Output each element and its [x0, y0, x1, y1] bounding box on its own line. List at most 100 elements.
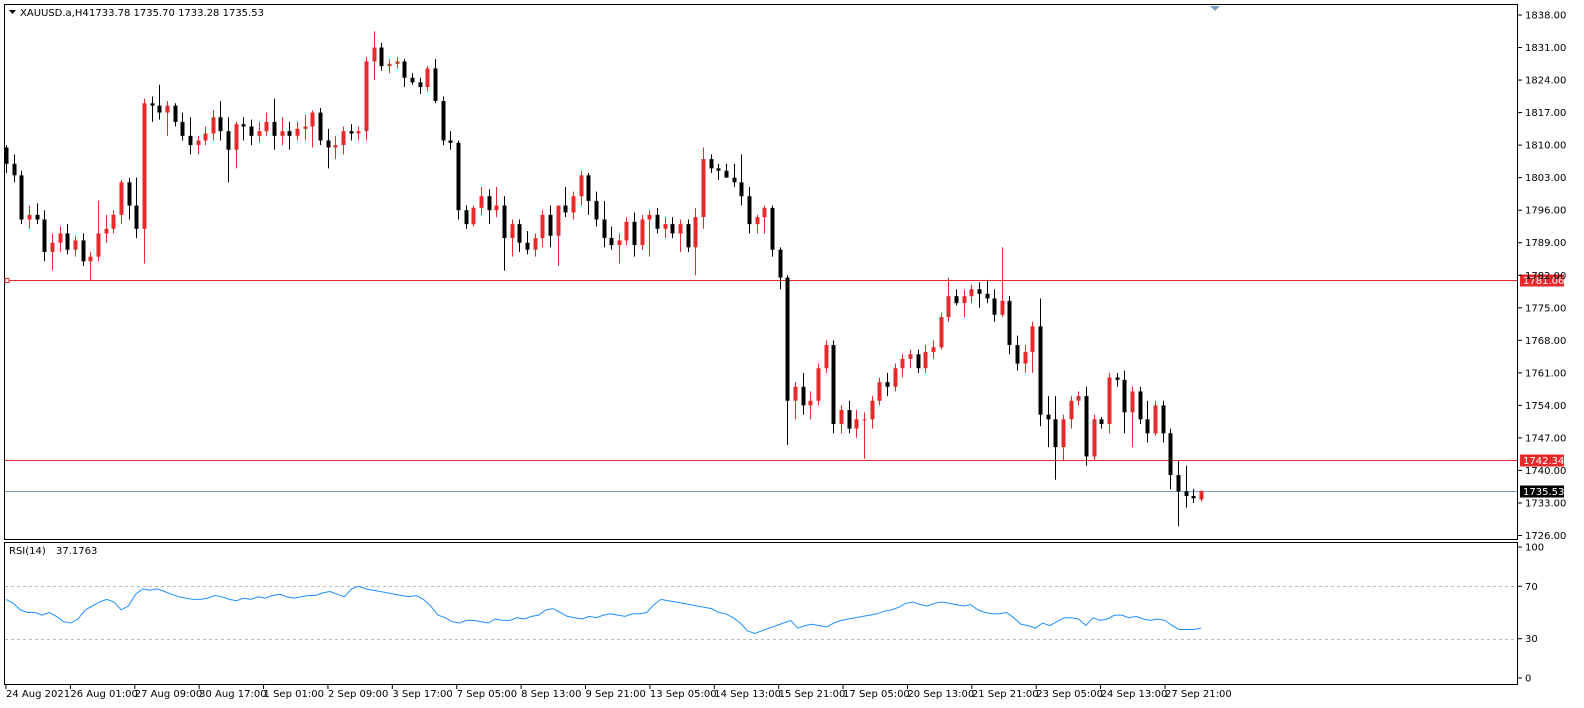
candle[interactable] [939, 312, 944, 350]
candle[interactable] [1122, 370, 1127, 434]
candle[interactable] [1046, 396, 1051, 448]
candle[interactable] [701, 147, 706, 229]
candle[interactable] [287, 121, 292, 150]
candle[interactable] [257, 121, 262, 143]
candle[interactable] [264, 112, 269, 136]
candle[interactable] [946, 277, 951, 322]
candle[interactable] [739, 154, 744, 206]
candle[interactable] [96, 200, 101, 262]
candle[interactable] [670, 217, 675, 239]
candle[interactable] [119, 179, 124, 225]
candle[interactable] [104, 214, 109, 243]
candle[interactable] [1145, 400, 1150, 443]
candle[interactable] [88, 252, 93, 280]
candle[interactable] [624, 217, 629, 246]
candle[interactable] [333, 135, 338, 160]
candle[interactable] [218, 100, 223, 141]
candle[interactable] [42, 210, 47, 262]
candle[interactable] [402, 59, 407, 88]
candle[interactable] [693, 207, 698, 276]
candle[interactable] [985, 279, 990, 304]
candle[interactable] [916, 349, 921, 373]
candle[interactable] [142, 98, 147, 264]
candle[interactable] [893, 363, 898, 392]
candle[interactable] [579, 170, 584, 206]
candle[interactable] [962, 289, 967, 318]
candle[interactable] [762, 205, 767, 234]
candle[interactable] [410, 73, 415, 85]
candle[interactable] [1023, 344, 1028, 373]
rsi-panel[interactable] [4, 542, 1518, 685]
candle[interactable] [839, 405, 844, 434]
candle[interactable] [793, 382, 798, 420]
candle[interactable] [356, 126, 361, 141]
candle[interactable] [1138, 386, 1143, 424]
candle[interactable] [1000, 247, 1005, 318]
symbol-dropdown-icon[interactable] [9, 10, 16, 14]
candle[interactable] [556, 205, 561, 266]
chart-shift-marker[interactable] [1210, 6, 1220, 11]
candle[interactable] [709, 154, 714, 174]
candle[interactable] [655, 207, 660, 234]
candle[interactable] [203, 126, 208, 146]
candle[interactable] [831, 340, 836, 434]
candle[interactable] [678, 219, 683, 253]
candle[interactable] [1130, 386, 1135, 448]
candle[interactable] [150, 96, 155, 122]
candle[interactable] [755, 214, 760, 234]
candle[interactable] [1191, 489, 1196, 503]
candle[interactable] [785, 275, 790, 445]
candle[interactable] [479, 186, 484, 215]
candle[interactable] [770, 205, 775, 257]
candle[interactable] [1076, 391, 1081, 406]
candle[interactable] [12, 154, 17, 183]
candle[interactable] [249, 119, 254, 146]
candle[interactable] [65, 224, 70, 255]
candle[interactable] [716, 163, 721, 180]
candle[interactable] [632, 212, 637, 257]
main-panel[interactable] [4, 4, 1518, 540]
candle[interactable] [395, 56, 400, 69]
candle[interactable] [456, 140, 461, 220]
candle[interactable] [318, 107, 323, 146]
candle[interactable] [1015, 335, 1020, 371]
candle[interactable] [877, 377, 882, 406]
candle[interactable] [234, 121, 239, 169]
candle[interactable] [1092, 414, 1097, 462]
candle[interactable] [594, 191, 599, 227]
candle[interactable] [1084, 386, 1089, 466]
candle[interactable] [165, 100, 170, 136]
candle[interactable] [1030, 321, 1035, 373]
candle[interactable] [471, 205, 476, 227]
candle[interactable] [900, 354, 905, 378]
candle[interactable] [4, 145, 9, 174]
candle[interactable] [272, 98, 277, 150]
candle[interactable] [27, 205, 32, 229]
candle[interactable] [448, 131, 453, 150]
candle[interactable] [372, 31, 377, 81]
candle[interactable] [609, 226, 614, 250]
candle[interactable] [847, 400, 852, 434]
candle[interactable] [647, 210, 652, 257]
candle[interactable] [747, 186, 752, 234]
candle[interactable] [1161, 400, 1166, 443]
candle[interactable] [127, 177, 132, 220]
candle[interactable] [295, 121, 300, 141]
candle[interactable] [1038, 298, 1043, 427]
candle[interactable] [862, 412, 867, 459]
candle[interactable] [1153, 400, 1158, 436]
candle[interactable] [816, 363, 821, 406]
candle[interactable] [157, 84, 162, 120]
candle[interactable] [510, 219, 515, 257]
level-anchor-handle[interactable] [4, 278, 10, 283]
candle[interactable] [977, 282, 982, 308]
candle[interactable] [1168, 428, 1173, 490]
candle[interactable] [923, 344, 928, 373]
candle[interactable] [808, 391, 813, 420]
candle[interactable] [364, 56, 369, 141]
candle[interactable] [303, 114, 308, 141]
candle[interactable] [134, 177, 139, 239]
candle[interactable] [1184, 465, 1189, 508]
candle[interactable] [885, 372, 890, 397]
candle[interactable] [801, 372, 806, 415]
